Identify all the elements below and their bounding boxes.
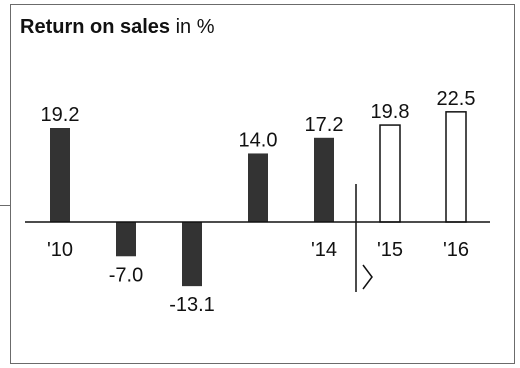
chart-title-main: Return on sales bbox=[20, 16, 171, 38]
chart-title-unit: in % bbox=[175, 16, 215, 38]
left-edge-tick bbox=[0, 205, 10, 206]
bars-group bbox=[50, 111, 467, 287]
category-label-6: '16 bbox=[443, 239, 469, 261]
labels-group: 19.2 '10 -7.0 -13.1 14.0 17.2 '14 19.8 '15 22.5 '1… bbox=[41, 88, 476, 316]
category-label-5: '15 bbox=[377, 239, 403, 261]
chart-title: Return on sales in % bbox=[20, 16, 215, 39]
value-label-2: -13.1 bbox=[169, 294, 215, 316]
value-label-5: 19.8 bbox=[371, 101, 410, 123]
bar-2 bbox=[182, 222, 202, 287]
category-label-4: '14 bbox=[311, 239, 337, 261]
value-label-1: -7.0 bbox=[109, 264, 143, 286]
bar-4 bbox=[314, 137, 334, 222]
bar-5 bbox=[379, 124, 401, 223]
category-label-0: '10 bbox=[47, 239, 73, 261]
value-label-4: 17.2 bbox=[305, 114, 344, 136]
bar-6 bbox=[445, 111, 467, 223]
forecast-chevron-icon bbox=[362, 264, 373, 290]
value-label-6: 22.5 bbox=[437, 88, 476, 110]
bar-0 bbox=[50, 128, 70, 222]
bar-3 bbox=[248, 153, 268, 222]
value-label-3: 14.0 bbox=[239, 129, 278, 151]
bar-1 bbox=[116, 222, 136, 257]
value-label-0: 19.2 bbox=[41, 104, 80, 126]
